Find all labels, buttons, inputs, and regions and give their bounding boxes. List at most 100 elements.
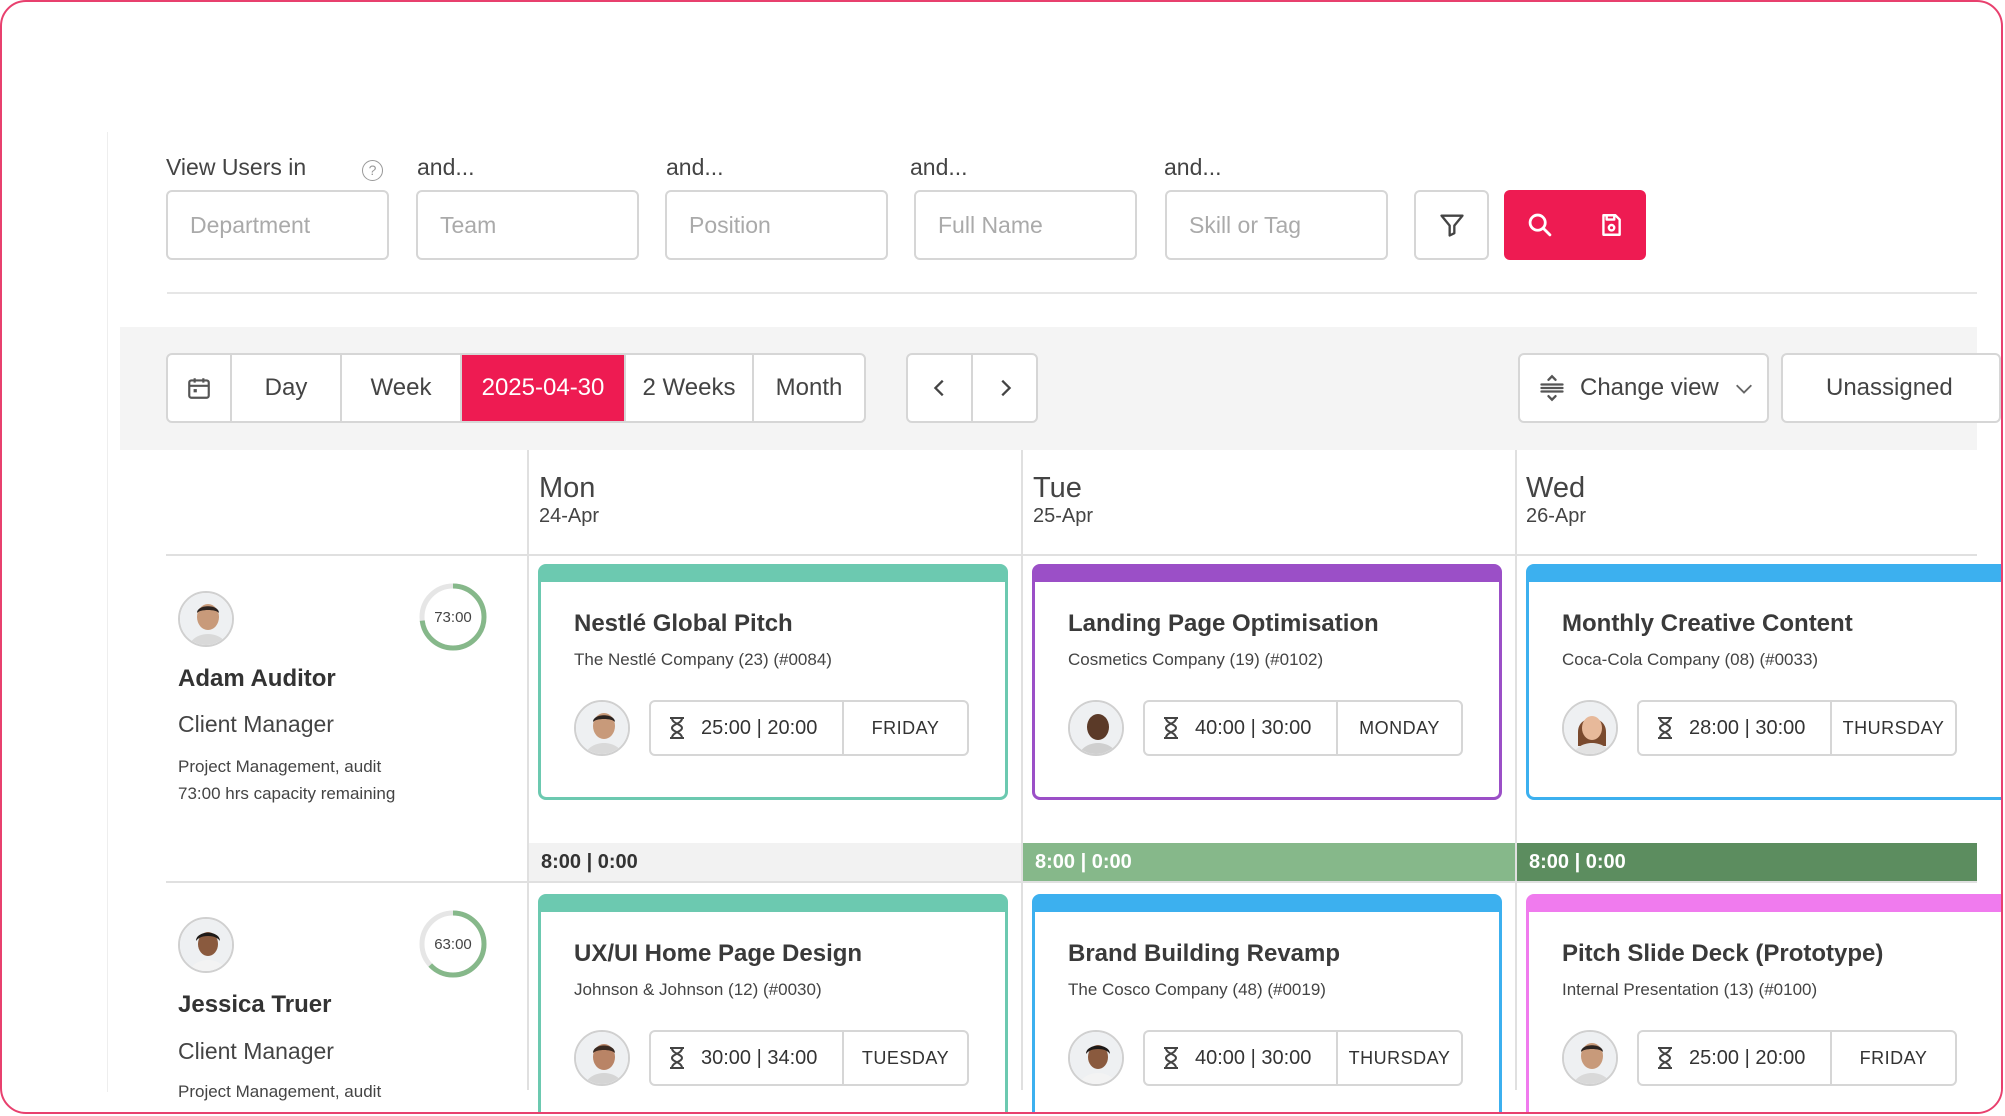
search-save-group [1504, 190, 1646, 260]
team-input[interactable] [416, 190, 639, 260]
avatar[interactable] [178, 591, 234, 647]
day-total-bar: 8:00 | 0:00 [529, 843, 1021, 881]
assignment-card[interactable]: Pitch Slide Deck (Prototype) Internal Pr… [1526, 894, 2001, 1112]
search-icon [1528, 213, 1551, 237]
filter-label-and: and... [1164, 154, 1222, 180]
expand-vertical-icon [1540, 374, 1564, 402]
department-input[interactable] [166, 190, 389, 260]
avatar [574, 700, 630, 756]
user-skills: Project Management, audit 73:00 hrs capa… [178, 753, 395, 807]
card-subtitle: Coca-Cola Company (08) (#0033) [1562, 650, 1819, 669]
card-title: Landing Page Optimisation [1068, 610, 1379, 637]
card-day: THURSDAY [1842, 717, 1945, 738]
capacity-ring-value: 73:00 [434, 608, 472, 626]
hours-box: 40:00 | 30:00 THURSDAY [1143, 1030, 1463, 1086]
hourglass-icon [1164, 717, 1178, 739]
next-button[interactable] [973, 355, 1036, 421]
save-button[interactable] [1575, 190, 1646, 260]
assignment-card[interactable]: Brand Building Revamp The Cosco Company … [1032, 894, 1502, 1112]
previous-button[interactable] [908, 355, 973, 421]
assignment-card[interactable]: UX/UI Home Page Design Johnson & Johnson… [538, 894, 1008, 1112]
column-divider [1515, 450, 1517, 1090]
card-day: FRIDAY [871, 717, 940, 738]
hourglass-icon [1658, 717, 1672, 739]
position-input[interactable] [665, 190, 888, 260]
assignment-card[interactable]: Monthly Creative Content Coca-Cola Compa… [1526, 564, 2001, 800]
hours-box: 25:00 | 20:00 FRIDAY [1637, 1030, 1957, 1086]
view-day[interactable]: Day [232, 355, 342, 421]
card-day: TUESDAY [861, 1047, 950, 1068]
hours-box: 28:00 | 30:00 THURSDAY [1637, 700, 1957, 756]
day-date: 24-Apr [539, 505, 600, 527]
filter-icon [1439, 214, 1464, 237]
divider [167, 292, 1977, 294]
card-hours: 30:00 | 34:00 [701, 1046, 818, 1069]
card-day: THURSDAY [1348, 1047, 1451, 1068]
card-hours: 40:00 | 30:00 [1195, 716, 1312, 739]
chevron-left-icon [933, 379, 944, 397]
card-title: Monthly Creative Content [1562, 610, 1853, 637]
view-week[interactable]: Week [342, 355, 462, 421]
card-hours: 28:00 | 30:00 [1689, 716, 1806, 739]
card-title: Nestlé Global Pitch [574, 610, 793, 637]
hourglass-icon [1164, 1047, 1178, 1069]
assignment-card[interactable]: Nestlé Global Pitch The Nestlé Company (… [538, 564, 1008, 800]
calendar-button[interactable] [168, 355, 232, 421]
user-capacity-text: 73:00 hrs capacity remaining [178, 784, 396, 803]
user-name[interactable]: Adam Auditor [178, 665, 336, 692]
filter-label-view-users: View Users in [166, 154, 307, 180]
unassigned-button[interactable]: Unassigned [1781, 353, 2001, 423]
chevron-down-icon [1735, 384, 1752, 394]
user-skills-text: Project Management, audit [178, 1082, 382, 1101]
card-subtitle: Johnson & Johnson (12) (#0030) [574, 980, 822, 999]
help-icon[interactable]: ? [362, 160, 383, 181]
card-title: Pitch Slide Deck (Prototype) [1562, 940, 1884, 967]
calendar-icon [188, 378, 210, 399]
filter-label-and: and... [417, 154, 475, 180]
avatar[interactable] [178, 917, 234, 973]
user-skills-text: Project Management, audit [178, 757, 382, 776]
view-segmented-control: Day Week 2025-04-30 2 Weeks Month [166, 353, 866, 423]
card-subtitle: Internal Presentation (13) (#0100) [1562, 980, 1818, 999]
chevron-right-icon [1000, 379, 1011, 397]
card-day: FRIDAY [1859, 1047, 1928, 1068]
card-subtitle: The Cosco Company (48) (#0019) [1068, 980, 1326, 999]
view-month[interactable]: Month [775, 374, 843, 401]
filter-label-and: and... [910, 154, 968, 180]
user-name[interactable]: Jessica Truer [178, 991, 332, 1018]
card-title: UX/UI Home Page Design [574, 940, 863, 967]
card-hours: 25:00 | 20:00 [1689, 1046, 1806, 1069]
filter-label-and: and... [666, 154, 724, 180]
card-day: MONDAY [1359, 717, 1440, 738]
change-view-dropdown[interactable]: Change view [1518, 353, 1769, 423]
avatar [1562, 700, 1618, 756]
avatar [1068, 1030, 1124, 1086]
capacity-ring: 63:00 [418, 909, 488, 979]
column-divider [527, 450, 529, 1090]
card-title: Brand Building Revamp [1068, 940, 1341, 967]
day-date: 25-Apr [1033, 505, 1094, 527]
filter-button[interactable] [1414, 190, 1489, 260]
card-hours: 25:00 | 20:00 [701, 716, 818, 739]
search-button[interactable] [1504, 190, 1575, 260]
card-hours: 40:00 | 30:00 [1195, 1046, 1312, 1069]
row-divider [166, 554, 1977, 556]
change-view-label: Change view [1580, 374, 1719, 401]
full-name-input[interactable] [914, 190, 1137, 260]
assignment-card[interactable]: Landing Page Optimisation Cosmetics Comp… [1032, 564, 1502, 800]
current-date[interactable]: 2025-04-30 [462, 355, 626, 421]
user-role: Client Manager [178, 1038, 334, 1064]
day-total-bar: 8:00 | 0:00 [1023, 843, 1515, 881]
column-divider [1021, 450, 1023, 1090]
card-subtitle: Cosmetics Company (19) (#0102) [1068, 650, 1324, 669]
user-skills: Project Management, audit [178, 1078, 381, 1105]
day-name: Wed [1526, 472, 1586, 504]
divider [107, 132, 108, 1092]
avatar [574, 1030, 630, 1086]
view-2-weeks[interactable]: 2 Weeks [626, 355, 754, 421]
skill-tag-input[interactable] [1165, 190, 1388, 260]
hourglass-icon [670, 1047, 684, 1069]
card-subtitle: The Nestlé Company (23) (#0084) [574, 650, 832, 669]
capacity-ring: 73:00 [418, 582, 488, 652]
hours-box: 40:00 | 30:00 MONDAY [1143, 700, 1463, 756]
